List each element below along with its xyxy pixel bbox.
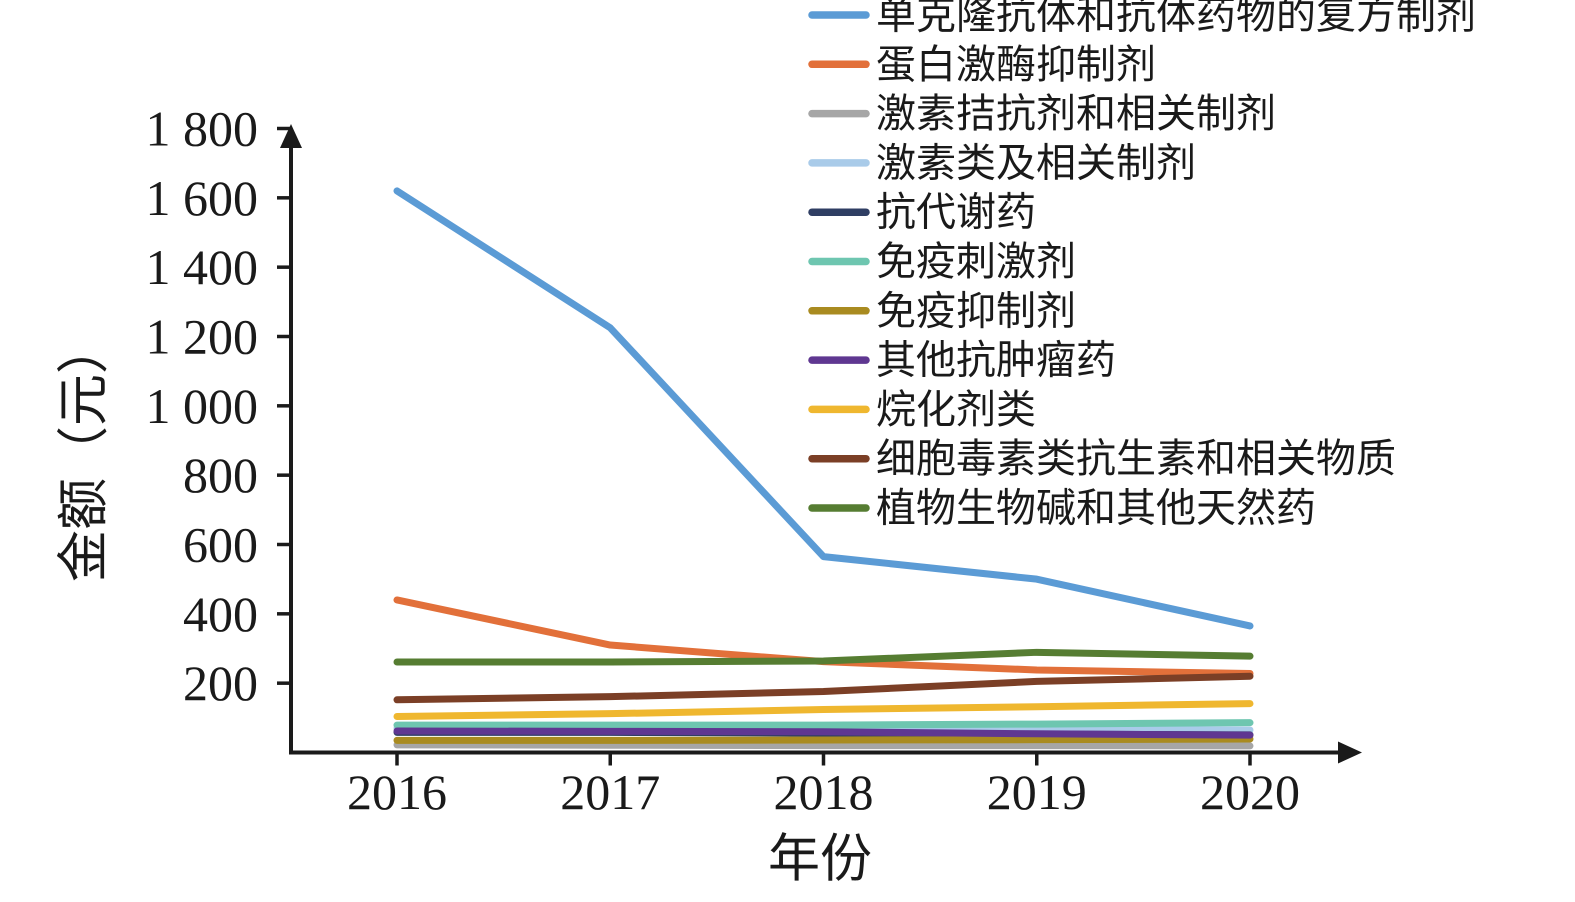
chart-generated-content: 200 400 600 800 1 000 1 200 1 400 1 600 1 800 201… [146,0,1477,820]
series-line-6 [393,735,1254,744]
legend-label: 其他抗肿瘤药 [876,338,1116,383]
y-tick-label: 200 [183,655,258,711]
x-tick-label: 2020 [1200,764,1300,820]
legend-label: 植物生物碱和其他天然药 [876,486,1316,531]
y-tick-label: 400 [183,586,258,642]
series-line-0 [393,187,1254,630]
series-line-10 [393,648,1254,666]
legend-label: 抗代谢药 [876,190,1036,235]
y-tick-label: 800 [183,447,258,503]
series-line-9 [393,672,1254,704]
x-axis-title: 年份 [768,832,872,889]
legend-label: 激素类及相关制剂 [876,140,1196,185]
y-tick-label: 1 400 [146,239,259,295]
legend-label: 单克隆抗体和抗体药物的复方制剂 [876,0,1476,38]
y-tick-label: 1 000 [146,378,259,434]
series-line-8 [393,700,1254,720]
x-tick-label: 2017 [560,764,660,820]
x-tick-label: 2016 [347,764,447,820]
y-tick-label: 1 800 [146,101,259,157]
y-axis-title: 金额（元） [57,322,114,582]
series-line-7 [393,727,1254,739]
series-line-2 [393,741,1254,750]
y-tick-label: 1 200 [146,309,259,365]
legend-label: 激素拮抗剂和相关制剂 [876,91,1276,136]
y-axis-arrow-icon [280,124,302,148]
x-tick-label: 2018 [774,764,874,820]
series-line-5 [393,719,1254,729]
legend-label: 免疫刺激剂 [876,239,1076,284]
legend-label: 蛋白激酶抑制剂 [876,42,1156,87]
y-tick-label: 600 [183,517,258,573]
x-axis-arrow-icon [1338,741,1362,764]
legend-label: 细胞毒素类抗生素和相关物质 [876,436,1396,481]
y-tick-label: 1 600 [146,170,259,226]
legend-label: 免疫抑制剂 [876,288,1076,333]
legend-label: 烷化剂类 [876,387,1036,432]
x-tick-label: 2019 [987,764,1087,820]
